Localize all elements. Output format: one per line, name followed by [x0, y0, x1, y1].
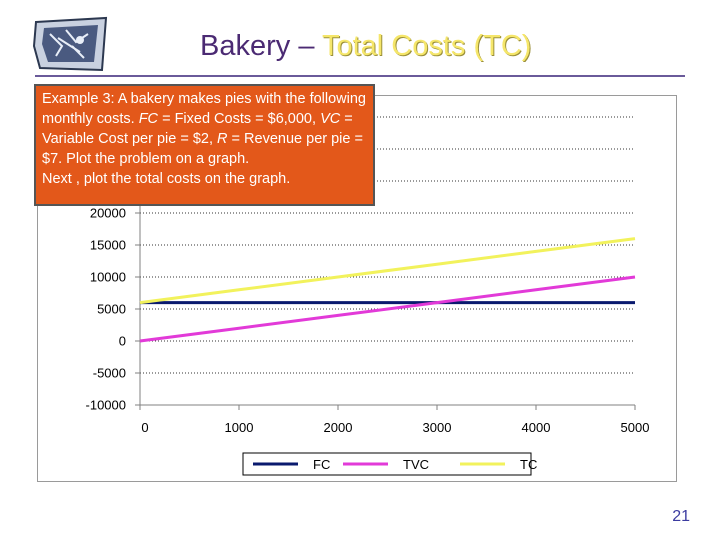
y-tick-label: 20000 [90, 206, 126, 221]
series-line-tvc [139, 275, 636, 343]
page-number: 21 [672, 508, 690, 525]
y-tick-label: -5000 [93, 366, 126, 381]
y-tick-label: 5000 [97, 302, 126, 317]
x-tick-label: 4000 [522, 420, 551, 435]
y-tick-label: -10000 [86, 398, 126, 413]
y-tick-label: 10000 [90, 270, 126, 285]
legend-label-tc: TC [520, 457, 537, 472]
x-tick-label: 2000 [324, 420, 353, 435]
legend-label-tvc: TVC [403, 457, 429, 472]
bakery-logo [32, 16, 110, 74]
y-tick-label: 0 [119, 334, 126, 349]
x-tick-label: 5000 [621, 420, 650, 435]
x-tick-label: 0 [141, 420, 148, 435]
title-part2: Total Costs (TC) [321, 30, 532, 62]
legend-label-fc: FC [313, 457, 330, 472]
title-divider [35, 75, 685, 77]
title-part1: Bakery – [200, 30, 322, 62]
series-line-tc [139, 237, 636, 305]
x-tick-label: 3000 [423, 420, 452, 435]
callout-instruction-text: Next , plot the total costs on the graph… [42, 171, 291, 187]
callout-problem-text: Example 3: A bakery makes pies with the … [42, 91, 366, 167]
example-callout: Example 3: A bakery makes pies with the … [34, 84, 375, 206]
y-tick-label: 15000 [90, 238, 126, 253]
x-tick-label: 1000 [225, 420, 254, 435]
page-title: Bakery – Total Costs (TC) [200, 30, 531, 63]
